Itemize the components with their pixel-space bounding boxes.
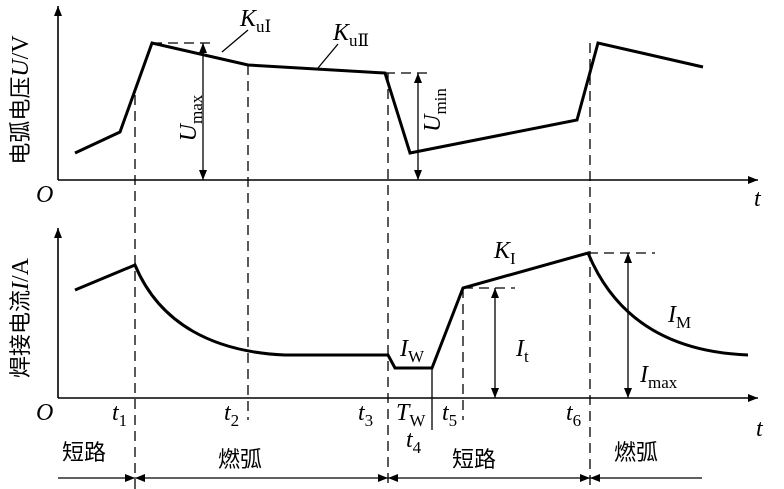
time-tick: t6 — [566, 400, 581, 430]
text: W — [409, 411, 426, 430]
annotation: It — [515, 336, 529, 366]
text: t — [112, 400, 120, 426]
annotation: Imax — [639, 362, 678, 392]
text: I — [399, 336, 409, 362]
text: M — [676, 313, 691, 332]
text: 6 — [573, 411, 582, 430]
text: U — [8, 58, 34, 77]
leader — [317, 43, 339, 69]
text: t — [406, 427, 414, 453]
annotation: KuⅡ — [332, 20, 369, 50]
phase-label: 短路 — [62, 441, 106, 466]
text: t — [442, 400, 450, 426]
annotation: IM — [667, 302, 691, 332]
phase-label: 燃弧 — [218, 448, 262, 473]
text: 4 — [413, 438, 422, 457]
annotation: TW — [396, 400, 426, 430]
text: 2 — [231, 411, 240, 430]
t-label: t — [756, 416, 764, 442]
origin: O — [36, 182, 53, 208]
text: U — [176, 122, 202, 141]
text: /A — [8, 257, 34, 282]
time-tick: t4 — [406, 427, 422, 457]
phase-label: 短路 — [452, 448, 496, 473]
text: 1 — [119, 411, 128, 430]
axis-label: 焊接电流I/A — [8, 257, 34, 378]
current-curve — [74, 251, 749, 370]
text: uⅡ — [349, 31, 369, 50]
phase-label: 燃弧 — [614, 441, 658, 466]
text: I — [8, 281, 34, 291]
text: 焊接电流 — [9, 290, 34, 378]
origin: O — [36, 400, 53, 426]
text: K — [332, 20, 351, 46]
annotation: Umax — [176, 94, 206, 141]
text: t — [566, 400, 574, 426]
annotation: IW — [399, 336, 425, 366]
text: t — [224, 400, 232, 426]
text: min — [431, 88, 450, 115]
voltage-curve — [74, 41, 704, 155]
text: max — [187, 94, 206, 124]
time-tick: t1 — [112, 400, 127, 430]
text: I — [510, 249, 516, 268]
annotation: KI — [493, 238, 516, 268]
text: I — [515, 336, 525, 362]
time-tick: t3 — [358, 400, 373, 430]
text: I — [639, 362, 649, 388]
text: 3 — [365, 411, 374, 430]
text: 5 — [449, 411, 458, 430]
text: I — [667, 302, 677, 328]
text: K — [239, 6, 258, 32]
text: K — [493, 238, 512, 264]
time-tick: t2 — [224, 400, 239, 430]
text: t — [524, 347, 529, 366]
annotation: KuⅠ — [239, 6, 271, 36]
text: W — [408, 347, 425, 366]
t-label: t — [754, 186, 762, 212]
text: 电弧电压 — [9, 77, 34, 165]
leader — [221, 29, 249, 53]
text: T — [396, 400, 411, 426]
text: uⅠ — [256, 17, 271, 36]
axis-label: 电弧电压U/V — [8, 35, 34, 165]
text: /V — [8, 35, 34, 60]
time-tick: t5 — [442, 400, 457, 430]
annotation: Umin — [420, 88, 450, 132]
text: t — [358, 400, 366, 426]
text: U — [420, 113, 446, 132]
text: max — [648, 373, 678, 392]
